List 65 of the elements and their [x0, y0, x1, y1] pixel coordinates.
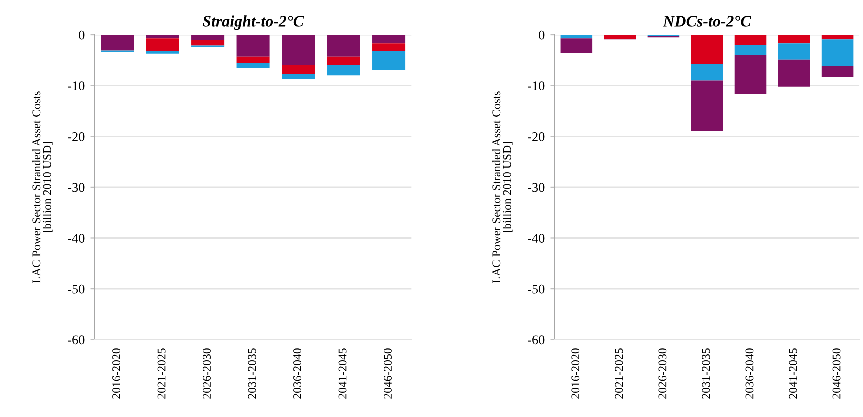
y-tick-label: -60: [528, 336, 545, 345]
y-tick-label: -50: [68, 284, 85, 294]
x-tick-label: 2021-2025: [158, 348, 166, 399]
x-tick-label: 2041-2045: [789, 348, 798, 399]
x-tick-label: 2031-2035: [248, 348, 256, 399]
y-tick-label: -30: [528, 183, 545, 192]
x-tick-label: 2036-2040: [294, 348, 302, 399]
bar: [734, 35, 767, 46]
x-tick-label: 2026-2030: [658, 348, 667, 399]
x-tick-label: 2031-2035: [702, 348, 710, 399]
x-tick-label: 2041-2045: [338, 348, 347, 399]
x-tick-label: 2016-2020: [572, 348, 580, 399]
y-axis-title: LAC Power Sector Stranded Asset Costs [billion 2010 USD]: [32, 92, 53, 284]
bar: [372, 44, 406, 52]
y-tick-label: 0: [79, 30, 85, 40]
y-tick-label: -20: [68, 132, 85, 142]
x-tick-label: 2046-2050: [384, 348, 392, 399]
bar: [691, 64, 724, 81]
bar: [691, 80, 724, 132]
bar: [822, 66, 854, 78]
bar: [778, 60, 810, 87]
x-tick-label: 2021-2025: [615, 348, 624, 399]
bar: [327, 56, 360, 66]
bar: [372, 35, 406, 44]
y-tick-label: -30: [68, 183, 85, 192]
chart-title: NDCs-to-2°C: [663, 16, 752, 27]
bar: [146, 35, 180, 39]
bar: [691, 35, 724, 64]
bar: [822, 35, 854, 40]
bar: [822, 40, 854, 66]
bar: [146, 51, 180, 54]
bar: [236, 63, 270, 69]
bar: [327, 66, 360, 76]
bar: [146, 38, 180, 52]
x-tick-label: 2026-2030: [203, 348, 211, 399]
x-tick-label: 2046-2050: [832, 348, 841, 399]
y-tick-label: -50: [528, 284, 545, 294]
bar: [778, 44, 810, 60]
y-tick-label: -40: [68, 234, 85, 243]
y-tick-label: -10: [68, 82, 85, 91]
y-axis-title: LAC Power Sector Stranded Asset Costs [billion 2010 USD]: [492, 92, 513, 284]
bar: [236, 56, 270, 64]
bar: [560, 38, 593, 54]
bar: [327, 35, 360, 57]
y-tick-label: -40: [528, 234, 545, 243]
bar: [734, 45, 767, 56]
y-tick-label: -20: [528, 132, 545, 142]
bar: [236, 35, 270, 57]
x-tick-label: 2016-2020: [112, 348, 121, 399]
bar: [192, 35, 225, 40]
bar: [282, 66, 316, 74]
bar: [101, 35, 134, 50]
bar: [282, 35, 316, 66]
bar: [778, 35, 810, 44]
bar: [560, 36, 593, 39]
bar: [192, 40, 225, 46]
bar: [734, 55, 767, 94]
chart-title: Straight-to-2°C: [202, 16, 304, 30]
y-tick-label: 0: [539, 30, 545, 40]
x-tick-label: 2036-2040: [746, 348, 754, 399]
bar: [372, 51, 406, 70]
bar: [282, 74, 316, 80]
y-tick-label: -60: [68, 336, 85, 345]
bar: [604, 35, 636, 40]
y-tick-label: -10: [528, 82, 545, 91]
